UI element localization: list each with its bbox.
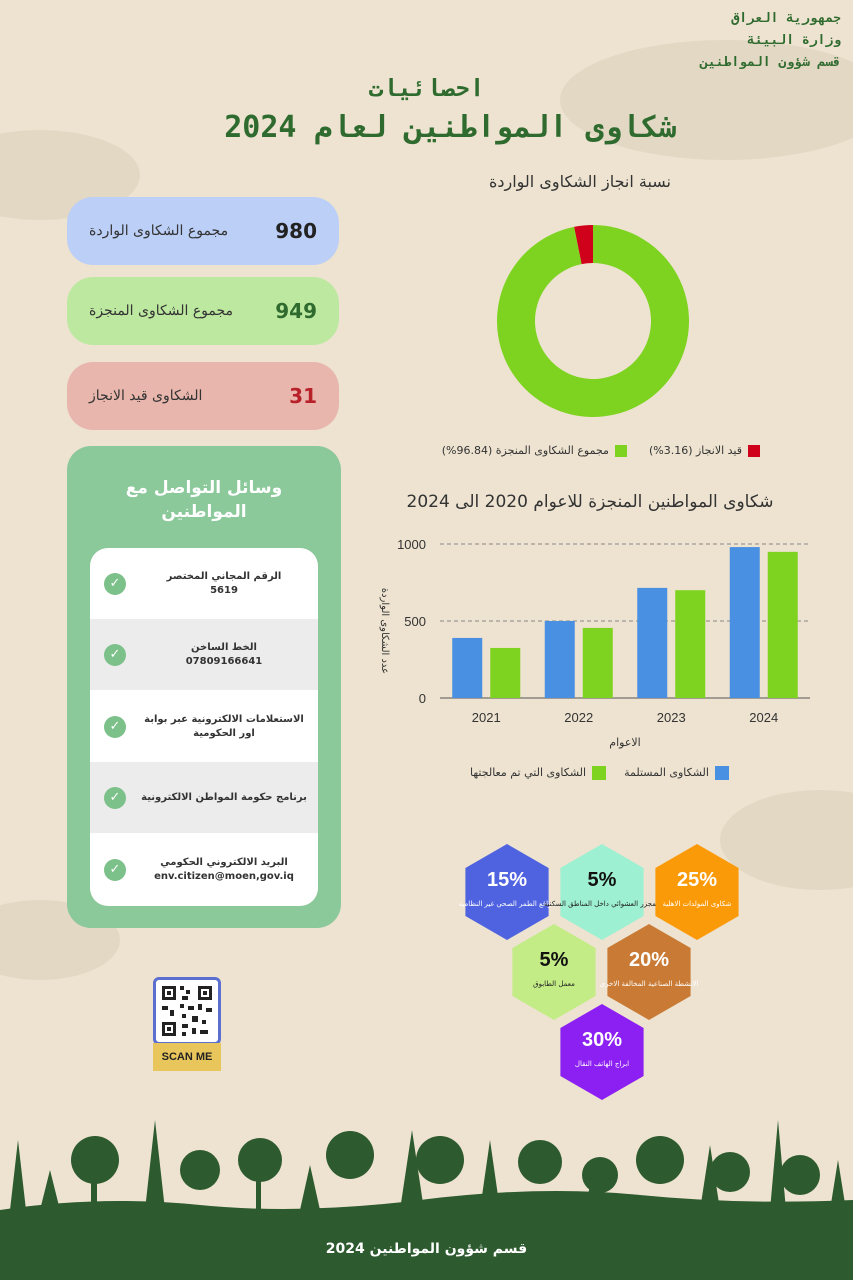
ministry-line: وزارة البيئة: [747, 33, 841, 48]
hexagon-percent: 5%: [540, 949, 569, 971]
contact-item: ✓ برنامج حكومة المواطن الالكترونية: [90, 762, 318, 833]
footer-text: قسم شؤون المواطنين 2024: [325, 1241, 528, 1257]
hexagon-label: معمل الطابوق: [533, 980, 575, 988]
ministry-line: قسم شؤون المواطنين: [700, 55, 841, 70]
hexagon-0: 15% مواقع الطمر الصحي غير النظامية: [459, 844, 556, 940]
x-tick-label: 2021: [472, 710, 501, 725]
hexagon-percent: 5%: [588, 869, 617, 891]
contact-title-line: وسائل التواصل مع: [125, 478, 283, 498]
y-tick-label: 500: [404, 614, 426, 629]
donut-legend-label: مجموع الشكاوى المنجزة (96.84%): [441, 444, 609, 457]
donut-chart: [497, 225, 689, 417]
contact-item: ✓ الاستعلامات الالكترونية عبر بوابة اور …: [90, 691, 318, 762]
bar-2023-series-1: [675, 590, 706, 698]
ministry-line: جمهورية العراق: [731, 11, 841, 26]
hexagon-label: المجزر العشوائي داخل المناطق السكنية: [544, 900, 661, 908]
donut-slice: [497, 225, 689, 417]
bar-2023-series-0: [637, 587, 668, 698]
contact-item-title: الرقم المجاني المختصر: [166, 570, 282, 582]
contact-item: ✓ البريد الالكتروني الحكومي env.citizen@m…: [90, 834, 318, 905]
donut-legend-item: قيد الانجاز (3.16%): [649, 444, 760, 457]
hexagon-percent: 15%: [487, 869, 527, 891]
bar-2024-series-1: [767, 551, 798, 698]
hexagon-cluster: 15% مواقع الطمر الصحي غير النظامية 5% المجز…: [450, 840, 760, 1120]
contact-item-title: الاستعلامات الالكترونية عبر بوابة اور ال…: [144, 713, 304, 739]
stat-label: الشكاوى قيد الانجاز: [89, 388, 203, 404]
contact-card: وسائل التواصل مع المواطنين ✓ الرقم المجا…: [67, 446, 341, 928]
x-tick-label: 2024: [749, 710, 778, 725]
bar-2022-series-1: [582, 627, 613, 698]
hexagon-label: ابراج الهاتف النقال: [575, 1060, 629, 1068]
hexagon-4: 20% الانشطة الصناعية المخالفة الاخرى: [600, 924, 699, 1020]
donut-legend: قيد الانجاز (3.16%) مجموع الشكاوى المنجز…: [430, 444, 760, 457]
hexagon-percent: 20%: [629, 949, 669, 971]
y-axis-label: عدد الشكاوى الواردة: [379, 588, 390, 674]
check-icon: ✓: [104, 715, 126, 738]
contact-title: وسائل التواصل مع المواطنين: [67, 476, 341, 524]
check-icon: ✓: [104, 643, 126, 666]
hexagon-label: الانشطة الصناعية المخالفة الاخرى: [600, 980, 699, 988]
check-icon: ✓: [104, 572, 126, 595]
contact-item-sub: 07809166641: [185, 655, 263, 667]
hexagon-percent: 25%: [677, 869, 717, 891]
stat-completed: مجموع الشكاوى المنجزة 949: [67, 277, 339, 345]
stat-value: 980: [275, 219, 317, 243]
hexagon-label: مواقع الطمر الصحي غير النظامية: [459, 900, 556, 908]
qr-code-badge[interactable]: SCAN ME: [153, 977, 221, 1071]
bar-2022-series-0: [544, 621, 575, 698]
ministry-header: جمهورية العراق وزارة البيئة قسم شؤون الم…: [641, 8, 841, 74]
scan-me-label: SCAN ME: [153, 1043, 221, 1071]
contact-item-sub: env.citizen@moen,gov.iq: [154, 870, 294, 882]
bar-legend-label: الشكاوى المستلمة: [624, 766, 709, 779]
y-tick-label: 1000: [397, 537, 426, 552]
stat-received: مجموع الشكاوى الواردة 980: [67, 197, 339, 265]
bar-2024-series-0: [729, 547, 760, 698]
bar-chart: 0 500 1000 عدد الشكاوى الواردة 2021 2022 2023 2…: [379, 537, 810, 749]
bar-2021-series-1: [490, 647, 521, 698]
contact-item-title: البريد الالكتروني الحكومي: [160, 856, 288, 868]
contact-title-line: المواطنين: [161, 502, 247, 522]
donut-slice: [574, 225, 593, 265]
stat-label: مجموع الشكاوى الواردة: [89, 223, 229, 239]
contact-item: ✓ الرقم المجاني المختصر 5619: [90, 548, 318, 619]
donut-title: نسبة انجاز الشكاوى الواردة: [488, 172, 672, 191]
hexagon-graphic: 15% مواقع الطمر الصحي غير النظامية 5% المجز…: [459, 844, 739, 1100]
bg-cloud: [560, 40, 853, 160]
donut-legend-item: مجموع الشكاوى المنجزة (96.84%): [442, 444, 627, 457]
stat-value: 31: [289, 384, 317, 408]
bar-chart-title: شكاوى المواطنين المنجزة للاعوام 2020 الى…: [406, 492, 774, 512]
bar-2021-series-0: [452, 637, 483, 698]
x-axis-label: الاعوام: [609, 736, 640, 749]
check-icon: ✓: [104, 786, 126, 809]
hexagon-1: 5% المجزر العشوائي داخل المناطق السكنية: [544, 844, 661, 940]
y-tick-label: 0: [419, 691, 426, 706]
hexagon-label: شكاوى المولدات الاهلية: [662, 900, 731, 908]
hexagon-percent: 30%: [582, 1029, 622, 1051]
contact-item: ✓ الخط الساخن 07809166641: [90, 619, 318, 690]
bar-legend-item: الشكاوى التي تم معالجتها: [470, 766, 607, 780]
x-tick-label: 2022: [564, 710, 593, 725]
forest-footer: [0, 1120, 853, 1280]
stat-label: مجموع الشكاوى المنجزة: [89, 303, 234, 319]
hexagon-3: 5% معمل الطابوق: [512, 924, 596, 1020]
bar-legend-item: الشكاوى المستلمة: [624, 766, 729, 780]
bar-legend-label: الشكاوى التي تم معالجتها: [470, 766, 587, 779]
page-title-line2: شكاوى المواطنين لعام 2024: [224, 110, 676, 145]
contact-item-title: الخط الساخن: [191, 641, 257, 653]
contact-item-sub: 5619: [210, 584, 238, 596]
hexagon-2: 25% شكاوى المولدات الاهلية: [655, 844, 739, 940]
page-title-line1: احصائيات: [368, 74, 485, 102]
bar-legend: الشكاوى المستلمة الشكاوى التي تم معالجته…: [470, 766, 729, 780]
contact-list: ✓ الرقم المجاني المختصر 5619 ✓ الخط الساخ…: [90, 548, 318, 906]
stat-value: 949: [275, 299, 317, 323]
hexagon-5: 30% ابراج الهاتف النقال: [560, 1004, 644, 1100]
stat-in-progress: الشكاوى قيد الانجاز 31: [67, 362, 339, 430]
check-icon: ✓: [104, 858, 126, 881]
qr-code-icon[interactable]: [153, 977, 221, 1045]
donut-legend-label: قيد الانجاز (3.16%): [648, 444, 742, 457]
contact-item-title: برنامج حكومة المواطن الالكترونية: [141, 791, 307, 803]
x-tick-label: 2023: [657, 710, 686, 725]
